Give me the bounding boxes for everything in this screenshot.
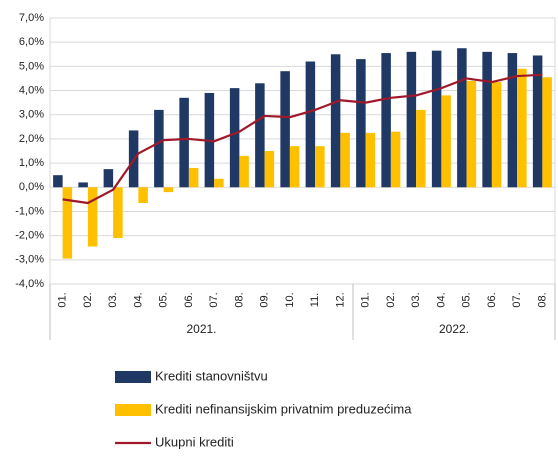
bar: [542, 77, 552, 188]
x-tick-label: 04.: [435, 292, 447, 307]
bar: [229, 88, 240, 188]
bar: [457, 48, 467, 188]
bar: [239, 155, 249, 188]
bar: [53, 175, 63, 188]
bar: [280, 71, 290, 188]
bar: [330, 54, 341, 188]
x-tick-label: 10.: [284, 292, 296, 307]
x-tick-label: 04.: [132, 292, 144, 307]
bar: [482, 51, 492, 188]
y-tick-label: 6,0%: [19, 36, 44, 48]
bar: [390, 131, 401, 188]
bar: [255, 83, 265, 188]
x-tick-label: 01.: [57, 292, 69, 307]
x-tick-label: 02.: [82, 292, 94, 307]
bar: [315, 146, 325, 188]
bar: [154, 109, 164, 188]
x-tick-label: 02.: [385, 292, 397, 307]
x-tick-label: 07.: [208, 292, 220, 307]
y-tick-label: 3,0%: [19, 109, 44, 121]
y-tick-label: -2,0%: [15, 230, 44, 242]
bar: [62, 187, 73, 259]
legend-label: Krediti stanovništvu: [155, 368, 268, 383]
bar: [138, 187, 148, 203]
bar: [188, 167, 199, 188]
line: [62, 73, 543, 205]
y-tick-label: 1,0%: [19, 157, 44, 169]
bar: [507, 53, 518, 188]
bar: [305, 61, 316, 188]
x-tick-label: 03.: [107, 292, 119, 307]
bar: [532, 55, 543, 188]
bar: [264, 151, 275, 188]
x-tick-label: 05.: [461, 292, 473, 307]
y-tick-label: -3,0%: [15, 254, 44, 266]
bar: [87, 187, 98, 247]
bar: [78, 182, 88, 188]
y-tick-label: -1,0%: [15, 205, 44, 217]
x-tick-label: 01.: [360, 292, 372, 307]
bar: [431, 50, 442, 188]
group-label: 2021.: [186, 322, 216, 336]
y-tick-label: -4,0%: [15, 278, 44, 290]
group-label: 2022.: [439, 322, 469, 336]
bar: [289, 146, 300, 188]
y-tick-label: 4,0%: [19, 84, 44, 96]
x-tick-label: 05.: [158, 292, 170, 307]
x-tick-label: 07.: [511, 292, 523, 307]
y-tick-label: 2,0%: [19, 133, 44, 145]
bar: [517, 68, 527, 188]
bar: [365, 132, 376, 188]
bar: [416, 109, 426, 188]
bar: [163, 187, 174, 193]
x-tick-label: 03.: [410, 292, 422, 307]
bar: [356, 59, 366, 188]
bar: [381, 53, 391, 188]
x-tick-label: 08.: [536, 292, 548, 307]
bar: [214, 178, 224, 188]
x-tick-label: 08.: [233, 292, 245, 307]
bar: [103, 169, 114, 188]
x-tick-label: 06.: [183, 292, 195, 307]
bar: [491, 82, 502, 188]
x-tick-label: 09.: [259, 292, 271, 307]
legend-swatch: [115, 404, 151, 416]
x-tick-label: 12.: [334, 292, 346, 307]
bar: [113, 187, 123, 239]
y-tick-label: 5,0%: [19, 60, 44, 72]
x-tick-label: 11.: [309, 293, 321, 307]
bar: [179, 97, 189, 188]
bar: [340, 132, 350, 188]
bar: [466, 80, 477, 188]
bar: [441, 95, 451, 188]
bar: [406, 51, 417, 188]
legend-label: Ukupni krediti: [155, 434, 234, 449]
x-tick-label: 06.: [486, 292, 498, 307]
y-tick-label: 7,0%: [19, 12, 44, 24]
legend-label: Krediti nefinansijskim privatnim preduze…: [155, 401, 412, 416]
legend-swatch: [115, 371, 151, 383]
y-tick-label: 0,0%: [19, 181, 44, 193]
